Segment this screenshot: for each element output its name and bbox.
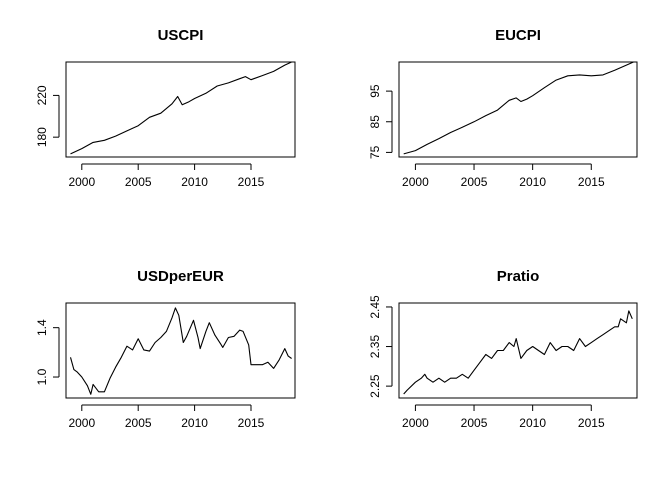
y-tick-label: 2.35 xyxy=(368,335,382,359)
x-tick-label: 2005 xyxy=(125,175,152,189)
x-tick-label: 2005 xyxy=(125,416,152,430)
x-tick-label: 2010 xyxy=(519,416,546,430)
panel-usdpereur: USDperEUR 2000 2005 2010 2015 1.0 1.4 xyxy=(35,268,296,430)
chart-title: EUCPI xyxy=(495,27,541,44)
chart-title: USDperEUR xyxy=(137,268,224,285)
x-tick-label: 2000 xyxy=(402,416,429,430)
y-tick-label: 2.45 xyxy=(368,295,382,319)
series-line xyxy=(403,310,633,395)
plot-frame xyxy=(398,302,638,399)
series-line xyxy=(70,61,292,155)
chart-title: USCPI xyxy=(158,27,204,44)
series-line xyxy=(69,307,292,395)
y-tick-label: 2.25 xyxy=(368,374,382,398)
panel-pratio: Pratio 2000 2005 2010 2015 2.25 2.35 2.45 xyxy=(368,268,638,430)
series-line xyxy=(403,61,634,155)
y-tick-label: 1.4 xyxy=(35,319,49,336)
plot-frame xyxy=(65,302,296,399)
y-tick-label: 95 xyxy=(368,84,382,98)
y-tick-label: 180 xyxy=(35,127,49,147)
x-tick-label: 2005 xyxy=(461,175,488,189)
x-tick-label: 2005 xyxy=(461,416,488,430)
panel-uscpi: USCPI 2000 2005 2010 2015 180 220 xyxy=(35,27,296,189)
x-tick-label: 2010 xyxy=(519,175,546,189)
chart-title: Pratio xyxy=(497,268,540,285)
x-tick-label: 2015 xyxy=(578,416,605,430)
x-tick-label: 2015 xyxy=(238,175,265,189)
plot-frame xyxy=(398,61,638,158)
x-tick-label: 2015 xyxy=(238,416,265,430)
panel-eucpi: EUCPI 2000 2005 2010 2015 75 85 95 xyxy=(368,27,638,189)
x-tick-label: 2010 xyxy=(181,175,208,189)
y-tick-label: 220 xyxy=(35,85,49,105)
plot-frame xyxy=(65,61,296,158)
x-tick-label: 2000 xyxy=(68,175,95,189)
x-tick-label: 2010 xyxy=(181,416,208,430)
x-tick-label: 2000 xyxy=(68,416,95,430)
x-tick-label: 2015 xyxy=(578,175,605,189)
y-tick-label: 75 xyxy=(368,145,382,159)
x-tick-label: 2000 xyxy=(402,175,429,189)
y-tick-label: 85 xyxy=(368,115,382,129)
y-tick-label: 1.0 xyxy=(35,368,49,385)
